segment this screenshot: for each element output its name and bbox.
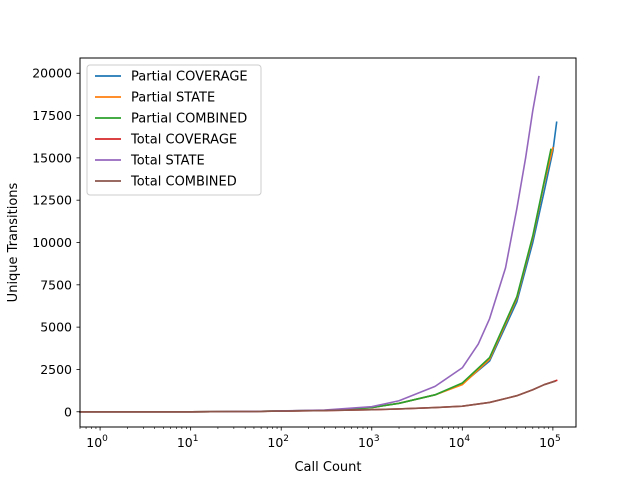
x-tick-exponent: 1: [193, 434, 199, 444]
y-tick-label: 10000: [32, 235, 72, 250]
legend-label: Total STATE: [130, 154, 205, 169]
legend-label: Total COVERAGE: [130, 133, 237, 148]
x-tick-base: 10: [86, 435, 102, 450]
series-line-5: [79, 380, 556, 413]
legend-label: Total COMBINED: [130, 175, 237, 190]
x-tick-exponent: 5: [555, 434, 561, 444]
legend-label: Partial COMBINED: [131, 112, 247, 127]
x-tick-base: 10: [449, 435, 465, 450]
x-tick-base: 10: [539, 435, 555, 450]
y-axis-label: Unique Transitions: [6, 182, 21, 302]
x-tick-exponent: 3: [374, 434, 380, 444]
x-tick-base: 10: [358, 435, 374, 450]
y-tick-label: 15000: [32, 150, 72, 165]
x-tick-base: 10: [177, 435, 193, 450]
y-tick-label: 12500: [32, 193, 72, 208]
y-tick-label: 17500: [32, 108, 72, 123]
y-axis: 0 2500 5000 7500 10000 12500 15000 17500 20000: [32, 66, 80, 419]
y-tick-label: 20000: [32, 66, 72, 81]
legend-label: Partial COVERAGE: [131, 70, 248, 85]
x-tick-base: 10: [267, 435, 283, 450]
y-tick-label: 5000: [40, 320, 72, 335]
x-tick-exponent: 4: [464, 434, 470, 444]
x-axis: 100 101 102 103 104 105: [79, 427, 561, 450]
x-tick-label: 103: [358, 434, 380, 450]
y-tick-label: 2500: [40, 362, 72, 377]
x-tick-exponent: 0: [102, 434, 108, 444]
x-tick-exponent: 2: [283, 434, 289, 444]
x-tick-label: 104: [449, 434, 471, 450]
y-tick-label: 7500: [40, 277, 72, 292]
legend: Partial COVERAGE Partial STATE Partial COM…: [86, 64, 262, 196]
x-axis-label: Call Count: [294, 460, 361, 475]
x-tick-label: 100: [86, 434, 108, 450]
x-tick-label: 101: [177, 434, 199, 450]
x-tick-label: 102: [267, 434, 289, 450]
legend-box: [86, 64, 262, 196]
legend-label: Partial STATE: [131, 91, 215, 106]
x-tick-label: 105: [539, 434, 561, 450]
y-tick-label: 0: [64, 404, 72, 419]
series-layer: [79, 75, 558, 413]
